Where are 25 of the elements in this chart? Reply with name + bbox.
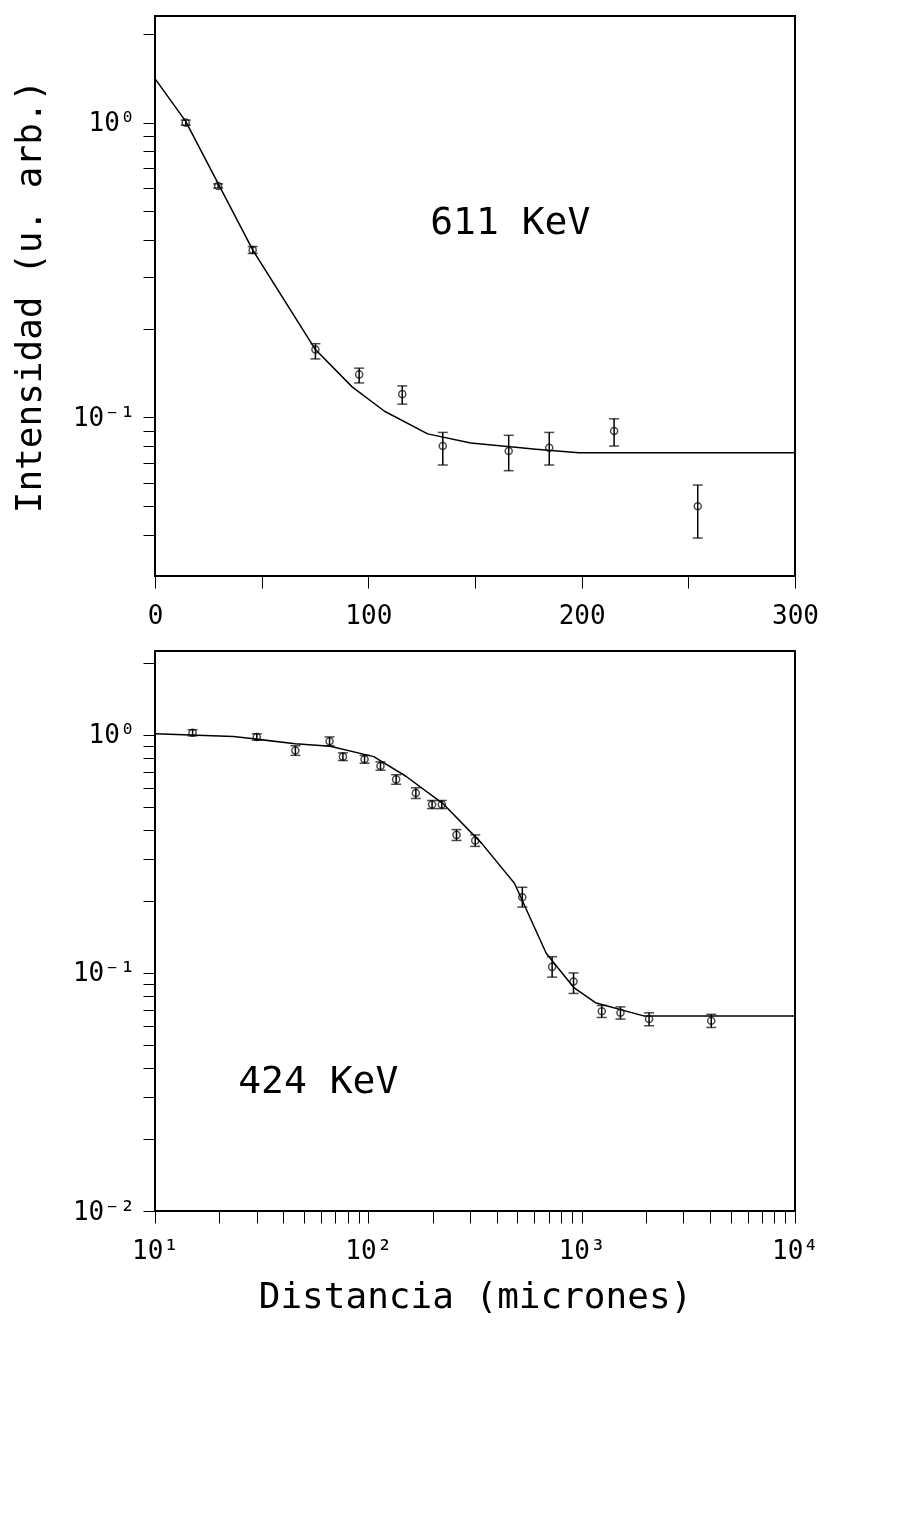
y-tick-label: 10⁰: [88, 107, 136, 138]
y-tick-label: 10⁻¹: [72, 957, 136, 988]
y-tick-label: 10⁻¹: [72, 401, 136, 432]
x-tick-label: 10³: [558, 1234, 606, 1265]
y-tick-label: 10⁰: [88, 719, 136, 750]
annotation: 611 KeV: [430, 199, 591, 244]
point: [311, 345, 320, 354]
point: [397, 389, 407, 399]
x-tick-label: 10¹: [132, 1234, 179, 1265]
x-tick-label: 300: [772, 599, 819, 630]
point: [354, 370, 364, 379]
point: [438, 441, 448, 451]
x-tick-label: 10²: [345, 1234, 393, 1265]
x-tick-label: 10⁴: [772, 1234, 819, 1265]
x-axis-title: Distancia (micrones): [258, 1274, 693, 1316]
point: [544, 443, 554, 452]
x-tick-label: 100: [345, 599, 393, 630]
x-tick-label: 0: [147, 599, 164, 630]
annotation: 424 KeV: [238, 1058, 399, 1103]
point: [504, 446, 513, 456]
y-tick-label: 10⁻²: [72, 1195, 136, 1226]
x-tick-label: 200: [558, 599, 606, 630]
point: [693, 501, 703, 511]
point: [609, 426, 619, 436]
y-axis-title: Intensidad (u. arb.): [7, 79, 49, 514]
